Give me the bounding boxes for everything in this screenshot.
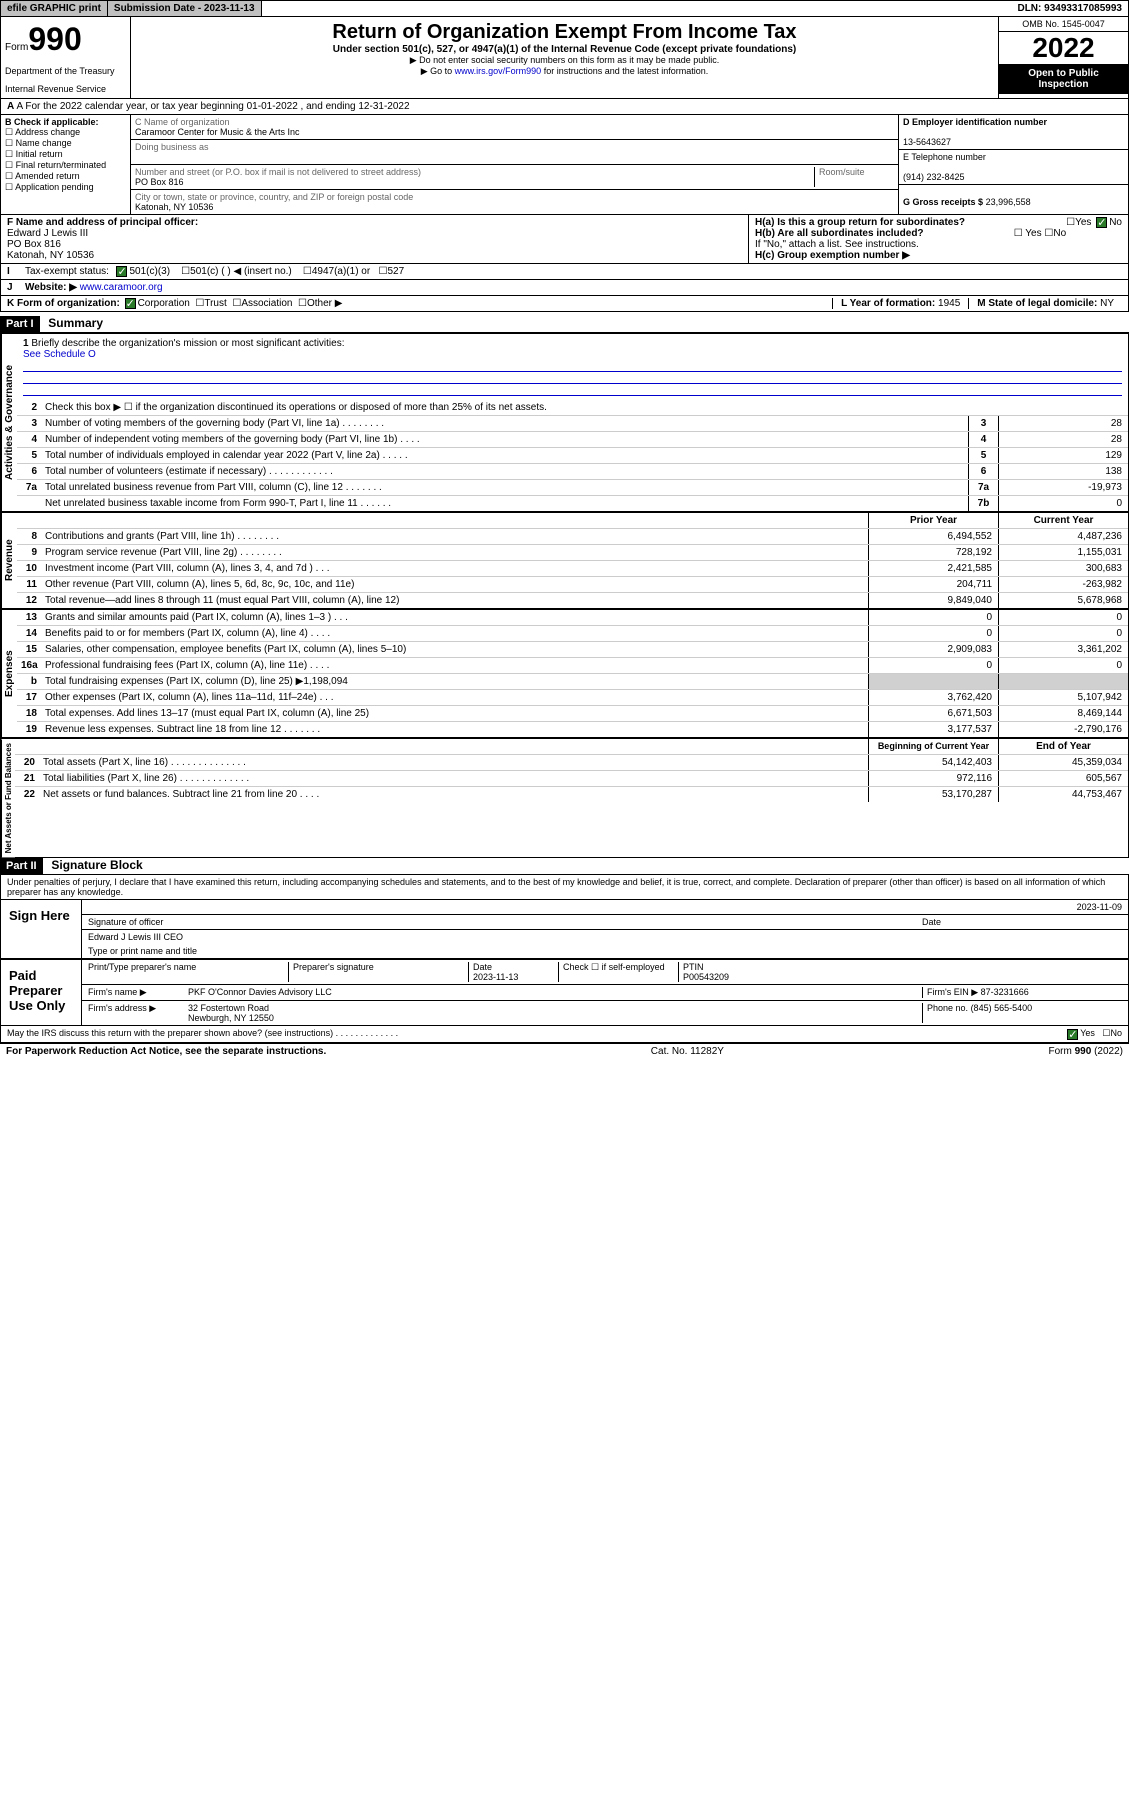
row-j: J Website: ▶ www.caramoor.org: [0, 280, 1129, 296]
year-formed: 1945: [938, 298, 960, 309]
section-fh: F Name and address of principal officer:…: [0, 215, 1129, 264]
col-h: H(a) Is this a group return for subordin…: [748, 215, 1128, 263]
ein: 13-5643627: [903, 137, 951, 147]
website-link[interactable]: www.caramoor.org: [80, 282, 163, 293]
dept-treasury: Department of the Treasury: [5, 66, 126, 76]
row-klm: K Form of organization: Corporation ☐ Tr…: [0, 296, 1129, 312]
org-name: Caramoor Center for Music & the Arts Inc: [135, 127, 300, 137]
part1-header: Part I: [0, 316, 40, 332]
signature-block: Under penalties of perjury, I declare th…: [0, 874, 1129, 1043]
footer: For Paperwork Reduction Act Notice, see …: [0, 1044, 1129, 1059]
tab-netassets: Net Assets or Fund Balances: [1, 739, 15, 857]
form-number-cell: Form990 Department of the Treasury Inter…: [1, 17, 131, 98]
sign-here: Sign Here: [1, 900, 81, 958]
title-cell: Return of Organization Exempt From Incom…: [131, 17, 998, 98]
row-i: I Tax-exempt status: 501(c)(3) ☐ 501(c) …: [0, 264, 1129, 280]
form-title: Return of Organization Exempt From Incom…: [135, 21, 994, 44]
note-ssn: ▶ Do not enter social security numbers o…: [135, 55, 994, 66]
col-d: D Employer identification number13-56436…: [898, 115, 1128, 214]
submission-date: Submission Date - 2023-11-13: [108, 1, 262, 16]
col-f: F Name and address of principal officer:…: [1, 215, 748, 263]
form-subtitle: Under section 501(c), 527, or 4947(a)(1)…: [135, 44, 994, 55]
part2-title: Signature Block: [45, 856, 148, 874]
irs-link[interactable]: www.irs.gov/Form990: [455, 66, 542, 76]
ptin: P00543209: [683, 972, 729, 982]
topbar: efile GRAPHIC print Submission Date - 20…: [0, 0, 1129, 17]
cb-name[interactable]: ☐ Name change: [5, 138, 126, 149]
state: NY: [1100, 298, 1114, 309]
form-number: 990: [28, 21, 81, 57]
cb-addr[interactable]: ☐ Address change: [5, 127, 126, 138]
inspection-badge: Open to Public Inspection: [999, 64, 1128, 94]
gross-receipts: 23,996,558: [986, 197, 1031, 207]
cb-corp: [125, 298, 136, 309]
street: PO Box 816: [135, 177, 184, 187]
tax-year: 2022: [999, 32, 1128, 64]
tab-governance: Activities & Governance: [1, 334, 17, 511]
part2-header: Part II: [0, 858, 43, 874]
cb-amended[interactable]: ☐ Amended return: [5, 171, 126, 182]
phone: (914) 232-8425: [903, 172, 965, 182]
cb-discuss-yes: [1067, 1029, 1078, 1040]
cb-no: [1096, 217, 1107, 228]
firm-name: PKF O'Connor Davies Advisory LLC: [188, 987, 922, 998]
tab-revenue: Revenue: [1, 513, 17, 608]
firm-ein: 87-3231666: [981, 987, 1029, 997]
irs-label: Internal Revenue Service: [5, 84, 126, 94]
form-header: Form990 Department of the Treasury Inter…: [0, 17, 1129, 99]
year-cell: OMB No. 1545-0047 2022 Open to Public In…: [998, 17, 1128, 98]
dln: DLN: 93493317085993: [1011, 1, 1128, 16]
col-b: B Check if applicable: ☐ Address change …: [1, 115, 131, 214]
cb-initial[interactable]: ☐ Initial return: [5, 149, 126, 160]
city: Katonah, NY 10536: [135, 202, 213, 212]
tab-expenses: Expenses: [1, 610, 17, 737]
officer-name: Edward J Lewis III: [7, 228, 88, 239]
part1-body: Activities & Governance 1 Briefly descri…: [0, 332, 1129, 858]
note-link: ▶ Go to www.irs.gov/Form990 for instruct…: [135, 66, 994, 77]
cb-final[interactable]: ☐ Final return/terminated: [5, 160, 126, 171]
omb-number: OMB No. 1545-0047: [999, 17, 1128, 32]
section-bcd: B Check if applicable: ☐ Address change …: [0, 115, 1129, 215]
cb-501c3: [116, 266, 127, 277]
efile-button[interactable]: efile GRAPHIC print: [1, 1, 108, 16]
declaration: Under penalties of perjury, I declare th…: [1, 875, 1128, 899]
paid-preparer: Paid Preparer Use Only: [1, 960, 81, 1025]
col-c: C Name of organizationCaramoor Center fo…: [131, 115, 898, 214]
officer-sig: Edward J Lewis III CEO: [88, 932, 183, 942]
part1-title: Summary: [42, 314, 109, 332]
row-a: A A For the 2022 calendar year, or tax y…: [0, 99, 1129, 115]
schedule-o-link[interactable]: See Schedule O: [23, 349, 96, 360]
cb-pending[interactable]: ☐ Application pending: [5, 182, 126, 193]
